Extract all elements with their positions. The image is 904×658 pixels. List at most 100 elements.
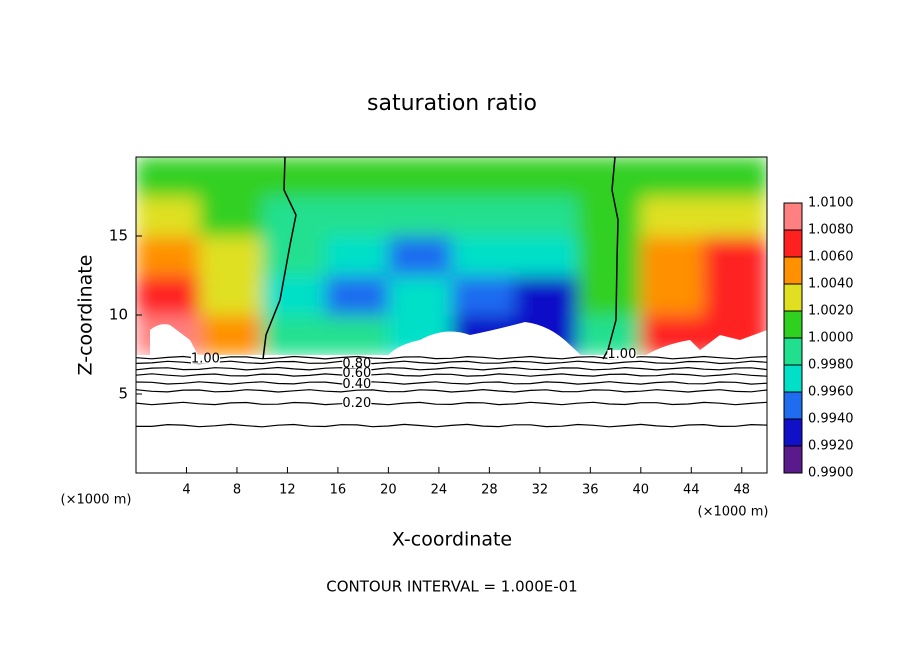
field-cell bbox=[136, 196, 200, 237]
field-cell bbox=[199, 196, 263, 237]
colorbar-tick-label: 1.0060 bbox=[808, 250, 854, 265]
masked-region bbox=[150, 324, 200, 359]
y-tick-label: 5 bbox=[118, 385, 128, 403]
x-tick-label: 24 bbox=[431, 483, 448, 498]
contour-line bbox=[135, 366, 768, 371]
colorbar-tick-label: 0.9980 bbox=[808, 358, 854, 373]
field-cell bbox=[451, 275, 516, 316]
contour-line bbox=[135, 360, 768, 365]
x-tick-label: 32 bbox=[532, 483, 549, 498]
x-tick-label: 16 bbox=[330, 483, 347, 498]
field-cell bbox=[388, 196, 452, 237]
chart-title: saturation ratio bbox=[367, 91, 537, 116]
colorbar-bin bbox=[784, 311, 802, 339]
y-axis-label: Z-coordinate bbox=[75, 255, 97, 376]
contour-label-bg bbox=[342, 359, 372, 369]
field-cell bbox=[577, 157, 642, 197]
field-cell bbox=[136, 236, 200, 276]
field-cell bbox=[451, 196, 516, 237]
colorbar-tick-label: 1.0040 bbox=[808, 277, 854, 292]
y-tick-label: 10 bbox=[109, 306, 128, 324]
field bbox=[136, 157, 767, 355]
contour-line bbox=[135, 388, 768, 393]
y-unit-label: (×1000 m) bbox=[61, 493, 132, 508]
field-cell bbox=[136, 275, 200, 316]
field-cell bbox=[703, 196, 767, 237]
x-tick-label: 12 bbox=[279, 483, 296, 498]
colorbar-tick-label: 1.0000 bbox=[808, 331, 854, 346]
x-tick-label: 36 bbox=[582, 483, 599, 498]
y-tick-label: 15 bbox=[109, 227, 128, 245]
contour-label: 0.60 bbox=[342, 366, 371, 381]
colorbar-tick-label: 1.0020 bbox=[808, 304, 854, 319]
colorbar-bin bbox=[784, 230, 802, 258]
field-cell bbox=[451, 157, 516, 197]
field-cell bbox=[325, 315, 389, 355]
contour-label-bg bbox=[342, 398, 372, 408]
x-unit-label: (×1000 m) bbox=[698, 505, 769, 520]
colorbar-tick-label: 1.0080 bbox=[808, 223, 854, 238]
field-cell bbox=[640, 196, 705, 237]
contour-label-bg bbox=[342, 368, 372, 378]
masked-region bbox=[385, 322, 585, 359]
x-tick-label: 40 bbox=[633, 483, 650, 498]
field-cell bbox=[388, 157, 452, 197]
contour-line bbox=[135, 381, 768, 385]
field-cell bbox=[577, 196, 642, 237]
contour-line bbox=[136, 423, 768, 428]
field-cell bbox=[325, 275, 389, 316]
field-cell bbox=[262, 157, 326, 197]
colorbar-tick-label: 0.9900 bbox=[808, 466, 854, 481]
contour-line bbox=[135, 355, 768, 360]
x-tick-label: 4 bbox=[182, 483, 190, 498]
contour-line bbox=[135, 401, 768, 406]
field-cell bbox=[388, 275, 452, 316]
contour-label-bg bbox=[607, 350, 637, 359]
field-cell bbox=[199, 275, 263, 316]
contour-line bbox=[135, 373, 768, 377]
contour-label: 0.40 bbox=[342, 377, 371, 392]
x-tick-label: 20 bbox=[380, 483, 397, 498]
field-cell bbox=[640, 236, 705, 276]
masked-region bbox=[640, 330, 767, 359]
x-tick-label: 28 bbox=[481, 483, 498, 498]
field-cell bbox=[703, 275, 767, 316]
field-cell bbox=[577, 275, 642, 316]
field-cell bbox=[703, 236, 767, 276]
contour-line bbox=[262, 156, 297, 360]
colorbar-tick-label: 1.0100 bbox=[808, 196, 854, 211]
field-cell bbox=[325, 236, 389, 276]
field-cell bbox=[199, 315, 263, 355]
field-cell bbox=[577, 236, 642, 276]
field-cell bbox=[514, 275, 579, 316]
field-cell bbox=[640, 275, 705, 316]
contour-label: 0.80 bbox=[342, 356, 371, 371]
contour-label: 0.20 bbox=[342, 396, 371, 411]
x-axis-label: X-coordinate bbox=[392, 529, 512, 551]
field-cell bbox=[577, 315, 642, 355]
contour-label-bg bbox=[190, 354, 220, 364]
field-cell bbox=[325, 157, 389, 197]
field-cell bbox=[199, 236, 263, 276]
colorbar-tick-label: 0.9960 bbox=[808, 385, 854, 400]
field-cell bbox=[199, 157, 263, 197]
colorbar-tick-label: 0.9940 bbox=[808, 412, 854, 427]
field-cell bbox=[640, 157, 705, 197]
field-cell bbox=[703, 157, 767, 197]
colorbar-bin bbox=[784, 257, 802, 285]
colorbar-bin bbox=[784, 203, 802, 231]
x-tick-label: 48 bbox=[733, 483, 750, 498]
colorbar-bin bbox=[784, 284, 802, 312]
field-cell bbox=[388, 236, 452, 276]
field-cell bbox=[514, 157, 579, 197]
colorbar-bin bbox=[784, 419, 802, 447]
colorbar-bin bbox=[784, 392, 802, 420]
contour-label: 1.00 bbox=[191, 352, 220, 367]
field-cell bbox=[514, 236, 579, 276]
field-cell bbox=[514, 196, 579, 237]
colorbar-bin bbox=[784, 365, 802, 393]
footer: CONTOUR INTERVAL = 1.000E-01 bbox=[326, 578, 577, 596]
x-tick-label: 8 bbox=[233, 483, 241, 498]
field-cell bbox=[325, 196, 389, 237]
